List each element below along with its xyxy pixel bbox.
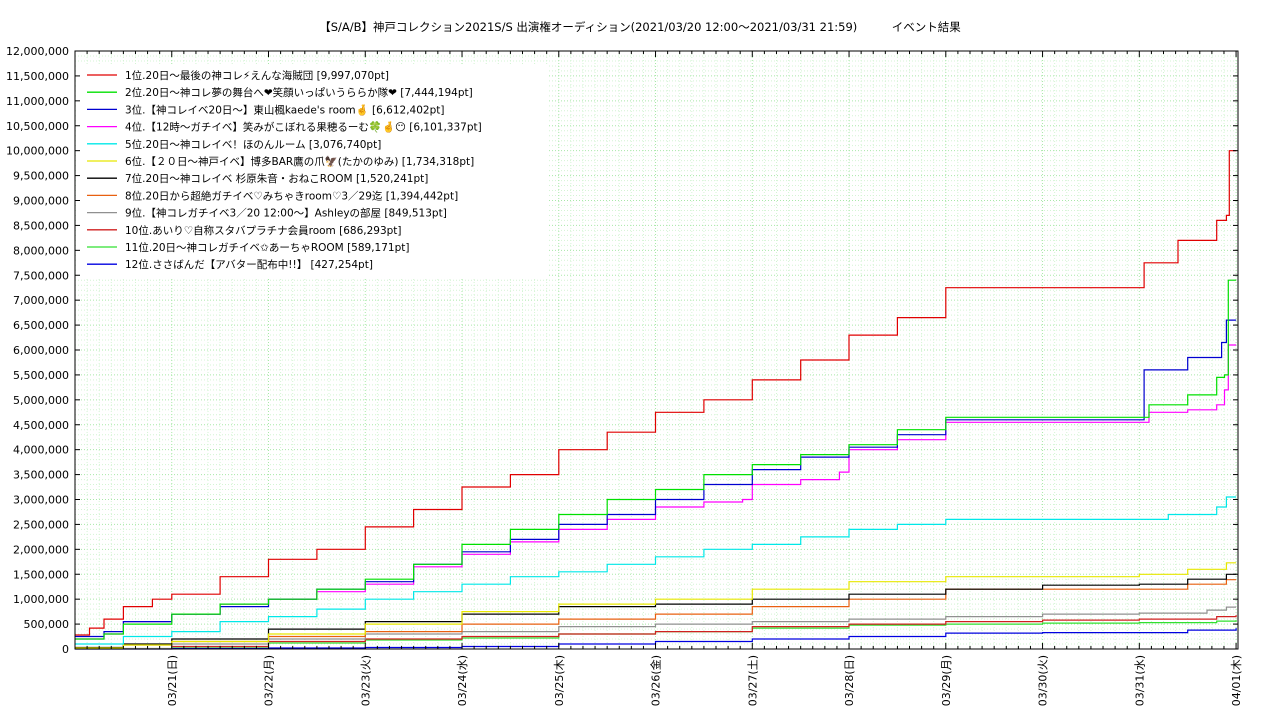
y-tick-label: 4,500,000	[13, 419, 69, 432]
y-tick-label: 7,500,000	[13, 269, 69, 282]
y-tick-label: 6,500,000	[13, 319, 69, 332]
series-line	[75, 496, 1237, 645]
series-line	[75, 628, 1237, 650]
y-tick-label: 5,500,000	[13, 369, 69, 382]
y-tick-label: 12,000,000	[6, 45, 69, 58]
legend-label: 2位.20日～神コレ夢の舞台へ❤笑顔いっぱいうららか隊❤ [7,444,194p…	[125, 86, 473, 99]
legend: 1位.20日～最後の神コレ⚡えんな海賊団 [9,997,070pt] 2位.20日…	[87, 69, 482, 271]
legend-label: 9位.【神コレガチイベ3／20 12:00〜】Ashleyの部屋 [849,51…	[125, 207, 447, 220]
x-tick-label: 03/28(日)	[843, 655, 856, 706]
x-tick-label: 03/26(金)	[649, 655, 663, 706]
series-line	[75, 606, 1237, 650]
legend-label: 11位.20日～神コレガチイベ✩あーちゃROOM [589,171pt]	[125, 241, 409, 254]
y-tick-label: 10,000,000	[6, 145, 69, 158]
legend-label: 4位.【12時～ガチイベ】笑みがこぼれる果穂るーむ🍀🤞😶 [6,101,337p…	[125, 121, 482, 134]
legend-label: 5位.20日～神コレイベ！ほのんルーム [3,076,740pt]	[125, 138, 381, 151]
legend-label: 8位.20日から超絶ガチイベ♡みちゃきroom♡3／29迄 [1,394,442…	[125, 189, 458, 202]
y-tick-label: 2,000,000	[13, 543, 69, 556]
x-tick-label: 03/27(土)	[746, 655, 759, 706]
legend-label: 1位.20日～最後の神コレ⚡えんな海賊団 [9,997,070pt]	[125, 69, 389, 82]
y-tick-label: 11,500,000	[6, 70, 69, 83]
series-line	[75, 319, 1237, 638]
series-line	[75, 150, 1237, 636]
y-tick-label: 9,500,000	[13, 170, 69, 183]
y-tick-label: 11,000,000	[6, 95, 69, 108]
y-tick-label: 10,500,000	[6, 120, 69, 133]
series-line	[75, 615, 1237, 650]
x-tick-label: 04/01(木)	[1230, 655, 1243, 706]
x-tick-label: 03/24(水)	[456, 655, 469, 706]
y-tick-label: 9,000,000	[13, 195, 69, 208]
y-tick-label: 0	[62, 643, 69, 656]
y-tick-label: 3,500,000	[13, 469, 69, 482]
y-tick-label: 2,500,000	[13, 518, 69, 531]
y-tick-label: 3,000,000	[13, 494, 69, 507]
y-tick-label: 7,000,000	[13, 294, 69, 307]
y-tick-label: 1,500,000	[13, 568, 69, 581]
x-tick-label: 03/23(火)	[359, 655, 372, 706]
axes: 0 500,000 1,000,000 1,500,000 2,000,000 2,500…	[6, 45, 1243, 706]
x-tick-label: 03/22(月)	[263, 655, 276, 706]
x-tick-label: 03/31(水)	[1133, 655, 1146, 706]
y-tick-label: 8,500,000	[13, 219, 69, 232]
x-tick-label: 03/30(火)	[1037, 655, 1050, 706]
y-tick-label: 1,000,000	[13, 593, 69, 606]
series-lines	[75, 150, 1237, 650]
legend-label: 12位.ささばんだ【アバター配布中!!】 [427,254pt]	[125, 258, 373, 271]
y-tick-label: 6,000,000	[13, 344, 69, 357]
series-line	[75, 573, 1237, 649]
series-line	[75, 562, 1237, 649]
y-tick-label: 4,000,000	[13, 444, 69, 457]
x-tick-label: 03/21(日)	[166, 655, 179, 706]
legend-box	[76, 65, 548, 278]
y-tick-label: 500,000	[24, 618, 70, 631]
series-line	[75, 279, 1237, 640]
chart-title: 【S/A/B】神戸コレクション2021S/S 出演権オーディション(2021/0…	[319, 20, 961, 34]
legend-label: 6位.【２０日～神戸イベ】博多BAR鷹の爪🦅(たかのゆみ) [1,734,318…	[125, 155, 474, 168]
y-tick-label: 8,000,000	[13, 244, 69, 257]
legend-label: 10位.あいり♡自称スタバプラチナ会員room [686,293pt]	[125, 224, 402, 237]
y-tick-label: 5,000,000	[13, 394, 69, 407]
legend-label: 7位.20日～神コレイベ 杉原朱音・おねこROOM [1,520,241pt]	[125, 172, 428, 185]
grid	[74, 50, 1238, 650]
legend-label: 3位.【神コレイベ20日〜】東山楓kaede's room🤞 [6,612,40…	[125, 103, 444, 116]
x-tick-label: 03/25(木)	[553, 655, 566, 706]
x-tick-label: 03/29(月)	[940, 655, 953, 706]
